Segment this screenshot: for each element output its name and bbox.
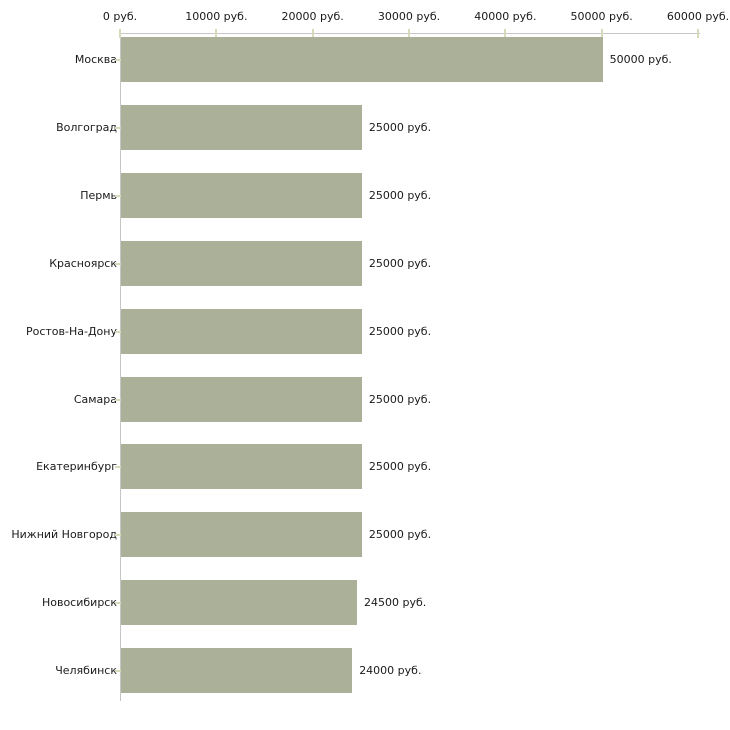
bar-row: Челябинск 24000 руб. (0, 648, 730, 694)
bar-row: Новосибирск 24500 руб. (0, 580, 730, 626)
x-axis-tick (697, 29, 699, 38)
value-label: 25000 руб. (368, 392, 432, 406)
value-label: 25000 руб. (368, 120, 432, 134)
bar (121, 512, 362, 558)
x-axis-tick (119, 29, 121, 38)
bar-row: Пермь 25000 руб. (0, 172, 730, 218)
y-axis-tick (115, 262, 121, 265)
y-axis-tick (115, 534, 121, 537)
category-label: Волгоград (56, 120, 117, 134)
value-label: 24000 руб. (359, 664, 422, 678)
y-axis-tick (115, 670, 121, 673)
x-axis-tick-label: 40000 руб. (474, 10, 537, 23)
y-axis-tick (115, 466, 121, 469)
value-label: 25000 руб. (368, 256, 432, 270)
x-axis-tick-label: 60000 руб. (666, 10, 730, 23)
value-label: 25000 руб. (368, 460, 432, 474)
y-axis-line (120, 33, 121, 701)
category-label: Екатеринбург (36, 460, 117, 474)
y-axis-tick (115, 126, 121, 129)
value-label: 25000 руб. (368, 324, 432, 338)
y-axis-tick (115, 59, 121, 61)
category-label: Москва (74, 53, 117, 66)
bar-row: Волгоград 25000 руб. (0, 104, 730, 150)
value-label: 50000 руб. (609, 53, 672, 66)
bar-row: Москва 50000 руб. (0, 37, 730, 82)
bar (121, 444, 362, 490)
x-axis-tick-label: 50000 руб. (570, 10, 633, 23)
y-axis-tick (115, 330, 121, 333)
value-label: 25000 руб. (368, 188, 432, 202)
x-axis-tick (504, 29, 507, 38)
category-label: Самара (73, 392, 117, 406)
bar (121, 104, 362, 150)
bar-row: Самара 25000 руб. (0, 376, 730, 422)
bar-row: Красноярск 25000 руб. (0, 240, 730, 286)
category-label: Челябинск (55, 664, 117, 678)
category-label: Новосибирск (41, 596, 117, 610)
x-axis-tick-label: 30000 руб. (377, 10, 441, 23)
bar (121, 580, 358, 626)
bar (121, 172, 362, 218)
bar (121, 240, 362, 286)
bar-row: Нижний Новгород 25000 руб. (0, 512, 730, 558)
bar (121, 648, 353, 694)
bar-row: Екатеринбург 25000 руб. (0, 444, 730, 490)
category-label: Красноярск (49, 256, 117, 270)
x-axis-tick (600, 29, 603, 38)
category-label: Пермь (80, 188, 117, 202)
bar (121, 37, 603, 82)
value-label: 25000 руб. (368, 528, 432, 542)
x-axis-tick (311, 29, 314, 38)
x-axis-tick-label: 0 руб. (102, 10, 138, 23)
x-axis-tick-label: 10000 руб. (185, 10, 248, 23)
value-label: 24500 руб. (364, 596, 427, 610)
bar-row: Ростов-На-Дону 25000 руб. (0, 308, 730, 354)
x-axis-line (120, 33, 700, 34)
bar (121, 308, 362, 354)
x-axis-tick-label: 20000 руб. (281, 10, 344, 23)
x-axis-tick (408, 29, 410, 38)
category-label: Ростов-На-Дону (25, 324, 117, 338)
category-label: Нижний Новгород (11, 528, 117, 542)
y-axis-tick (115, 602, 121, 605)
bar (121, 376, 362, 422)
y-axis-tick (115, 194, 121, 197)
y-axis-tick (115, 398, 121, 401)
x-axis-tick (215, 29, 218, 38)
